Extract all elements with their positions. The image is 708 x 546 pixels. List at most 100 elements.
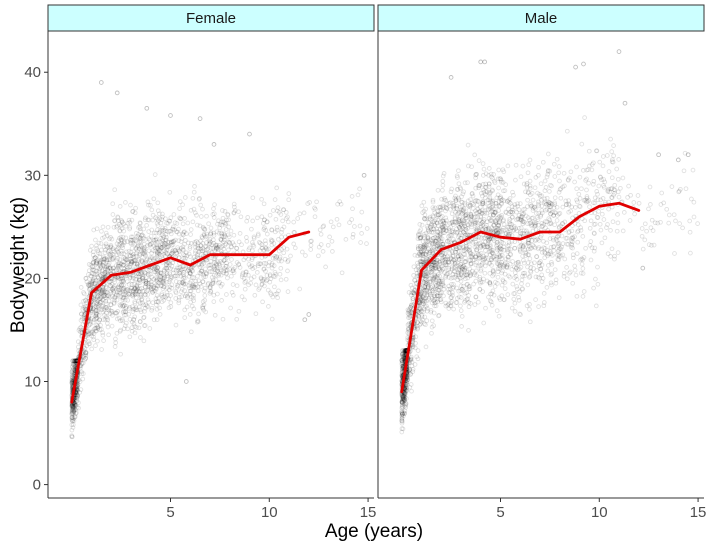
data-point	[73, 358, 79, 364]
data-point	[435, 187, 441, 193]
data-point	[69, 409, 75, 415]
data-point	[123, 200, 128, 205]
data-point	[96, 319, 101, 325]
data-point	[229, 273, 234, 279]
data-point	[577, 174, 583, 180]
data-point	[225, 275, 230, 281]
data-point	[458, 303, 463, 309]
data-point	[608, 254, 613, 259]
data-point	[108, 253, 114, 258]
data-point	[78, 318, 84, 323]
data-point	[97, 260, 103, 266]
data-point	[71, 403, 77, 409]
data-point	[71, 405, 76, 410]
data-point	[93, 308, 99, 313]
data-point	[71, 366, 76, 371]
data-point	[141, 338, 147, 344]
data-point	[190, 195, 196, 201]
data-point	[141, 323, 147, 328]
data-point	[89, 280, 95, 285]
data-point	[94, 315, 100, 320]
data-point	[89, 346, 95, 352]
data-point	[182, 315, 188, 320]
data-point	[481, 320, 487, 326]
data-point	[474, 260, 479, 265]
data-point	[129, 289, 135, 294]
data-point	[100, 309, 106, 315]
data-point	[120, 295, 125, 300]
data-point	[146, 202, 151, 208]
data-point	[132, 299, 138, 305]
data-point	[70, 425, 76, 430]
data-point	[105, 257, 111, 262]
data-point	[161, 297, 167, 303]
data-point	[113, 340, 119, 346]
data-point	[83, 276, 89, 281]
data-point	[153, 265, 159, 271]
data-point	[292, 245, 298, 251]
data-point	[91, 331, 97, 336]
data-point	[153, 282, 159, 288]
data-point	[72, 358, 78, 364]
data-point	[105, 317, 111, 323]
data-point	[339, 270, 345, 276]
data-point	[519, 277, 525, 283]
data-point	[78, 302, 84, 308]
data-point	[349, 194, 355, 199]
data-point	[125, 288, 131, 294]
data-point	[80, 376, 86, 382]
data-point	[330, 249, 335, 254]
data-point	[148, 284, 154, 290]
data-point	[568, 169, 574, 175]
data-point	[70, 404, 76, 410]
data-point	[74, 393, 80, 399]
data-point	[70, 422, 76, 428]
data-point	[95, 338, 100, 344]
data-point	[102, 293, 108, 298]
data-point	[107, 265, 113, 271]
data-point	[545, 268, 551, 274]
data-point	[71, 361, 76, 367]
data-point	[72, 358, 77, 364]
data-point	[266, 304, 271, 309]
data-point	[160, 294, 166, 300]
data-point	[99, 299, 104, 305]
data-point	[105, 307, 110, 312]
data-point	[125, 239, 130, 245]
data-point	[87, 322, 92, 327]
data-point	[94, 294, 100, 300]
data-point	[552, 222, 558, 228]
data-point	[88, 282, 93, 288]
data-point	[127, 220, 133, 225]
data-point	[608, 228, 613, 233]
data-point	[148, 279, 154, 285]
data-point	[79, 311, 84, 317]
data-point	[133, 258, 138, 263]
data-point	[72, 414, 78, 420]
data-point	[135, 243, 141, 249]
data-point	[90, 328, 95, 334]
data-point	[166, 260, 171, 266]
data-point	[608, 136, 613, 142]
data-point	[128, 234, 134, 240]
data-point	[90, 249, 96, 255]
data-point	[118, 283, 124, 289]
data-point	[240, 249, 246, 255]
data-point	[106, 251, 112, 257]
data-point	[72, 402, 78, 408]
data-point	[104, 263, 109, 269]
data-point	[269, 316, 275, 322]
data-point	[92, 275, 97, 280]
data-point	[83, 356, 88, 361]
data-point	[69, 379, 75, 385]
data-point	[165, 292, 170, 298]
data-point	[163, 237, 168, 243]
data-point	[103, 314, 109, 320]
data-point	[97, 300, 103, 305]
data-point	[540, 159, 546, 165]
data-point	[119, 238, 125, 244]
data-point	[171, 212, 177, 217]
data-point	[486, 166, 492, 171]
data-point	[562, 256, 568, 262]
data-point	[155, 299, 161, 305]
